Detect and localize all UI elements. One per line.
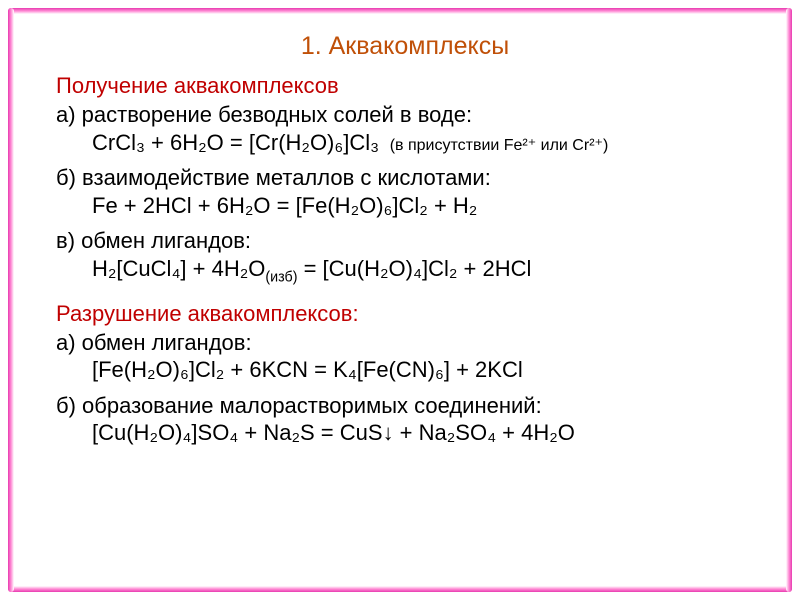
dest-a-equation: [Fe(H₂O)₆]Cl₂ + 6KCN = K₄[Fe(CN)₆] + 2KC… [56,356,754,384]
destruction-heading: Разрушение аквакомплексов: [56,301,754,327]
slide-content: 1. Аквакомплексы Получение аквакомплексо… [26,26,774,574]
prep-c-equation: H₂[CuCl₄] + 4H₂O(изб) = [Cu(H₂O)₄]Cl₂ + … [56,255,754,287]
eq-note: (в присутствии Fe²⁺ или Cr²⁺) [385,137,608,154]
prep-c-label: в) обмен лигандов: [56,227,754,255]
eq-sub-note: (изб) [265,269,297,285]
eq-post: = [Cu(H₂O)₄]Cl₂ + 2HCl [297,256,531,281]
prep-b-equation: Fe + 2HCl + 6H₂O = [Fe(H₂O)₆]Cl₂ + H₂ [56,192,754,220]
eq-text: CrCl₃ + 6H₂O = [Cr(H₂O)₆]Cl₃ [92,130,379,155]
prep-b-label: б) взаимодействие металлов с кислотами: [56,164,754,192]
eq-pre: H₂[CuCl₄] + 4H₂O [92,256,265,281]
prep-a-equation: CrCl₃ + 6H₂O = [Cr(H₂O)₆]Cl₃ (в присутст… [56,129,754,157]
preparation-heading: Получение аквакомплексов [56,73,754,99]
prep-a-label: а) растворение безводных солей в воде: [56,101,754,129]
dest-b-equation: [Cu(H₂O)₄]SO₄ + Na₂S = CuS↓ + Na₂SO₄ + 4… [56,419,754,447]
slide-title: 1. Аквакомплексы [56,32,754,61]
dest-a-label: а) обмен лигандов: [56,329,754,357]
dest-b-label: б) образование малорастворимых соединени… [56,392,754,420]
